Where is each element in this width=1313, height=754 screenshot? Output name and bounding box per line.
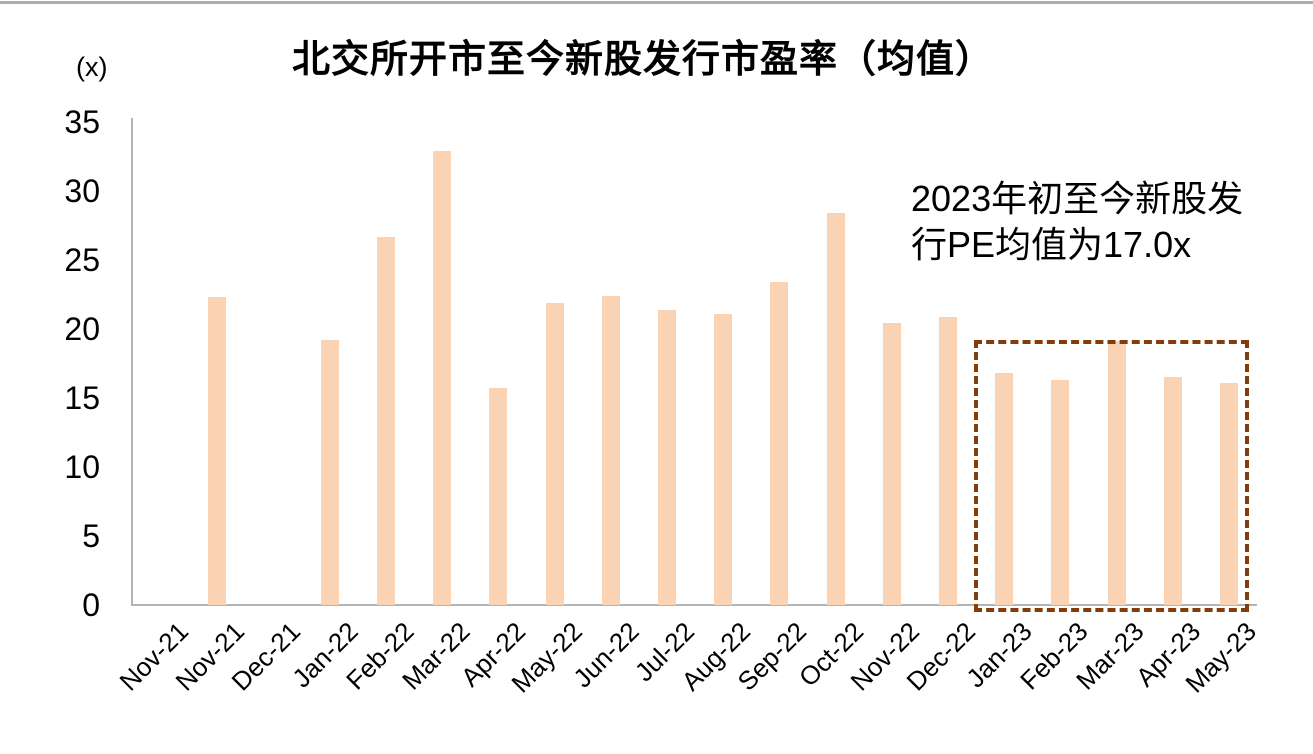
y-tick-label-35: 35 (64, 104, 100, 140)
bar-Apr-22 (489, 388, 507, 605)
annotation-text: 2023年初至今新股发 行PE均值为17.0x (911, 176, 1243, 268)
bar-Mar-22 (433, 151, 451, 605)
bar-Nov-22 (883, 323, 901, 605)
bar-Jul-22 (658, 310, 676, 605)
bar-Jan-23 (995, 373, 1013, 605)
annotation-line-1: 2023年初至今新股发 (911, 178, 1244, 219)
y-tick-label-15: 15 (64, 380, 100, 416)
bar-Oct-22 (827, 213, 845, 605)
top-border-line (0, 1, 1313, 4)
bar-Feb-23 (1051, 380, 1069, 605)
bar-Jan-22 (321, 340, 339, 605)
bar-May-22 (546, 303, 564, 605)
chart-title: 北交所开市至今新股发行市盈率（均值） (291, 39, 994, 81)
bar-Apr-23 (1164, 377, 1182, 605)
bar-Aug-22 (714, 314, 732, 605)
bar-Nov-21 (208, 297, 226, 605)
bar-Dec-22 (939, 317, 957, 605)
y-tick-label-10: 10 (64, 449, 100, 485)
y-tick-label-20: 20 (64, 311, 100, 347)
y-tick-label-30: 30 (64, 173, 100, 209)
bar-Mar-23 (1108, 341, 1126, 605)
y-axis-unit-label: (x) (76, 52, 108, 82)
bar-Feb-22 (377, 237, 395, 605)
y-tick-label-0: 0 (82, 587, 100, 623)
bar-Sep-22 (770, 282, 788, 605)
y-axis-line (131, 118, 133, 606)
bar-May-23 (1220, 383, 1238, 605)
bar-Jun-22 (602, 296, 620, 605)
annotation-line-2: 行PE均值为17.0x (911, 224, 1192, 265)
highlight-dashed-box (974, 340, 1249, 612)
y-tick-label-25: 25 (64, 242, 100, 278)
y-tick-label-5: 5 (82, 518, 100, 554)
x-axis-baseline (131, 604, 1257, 606)
